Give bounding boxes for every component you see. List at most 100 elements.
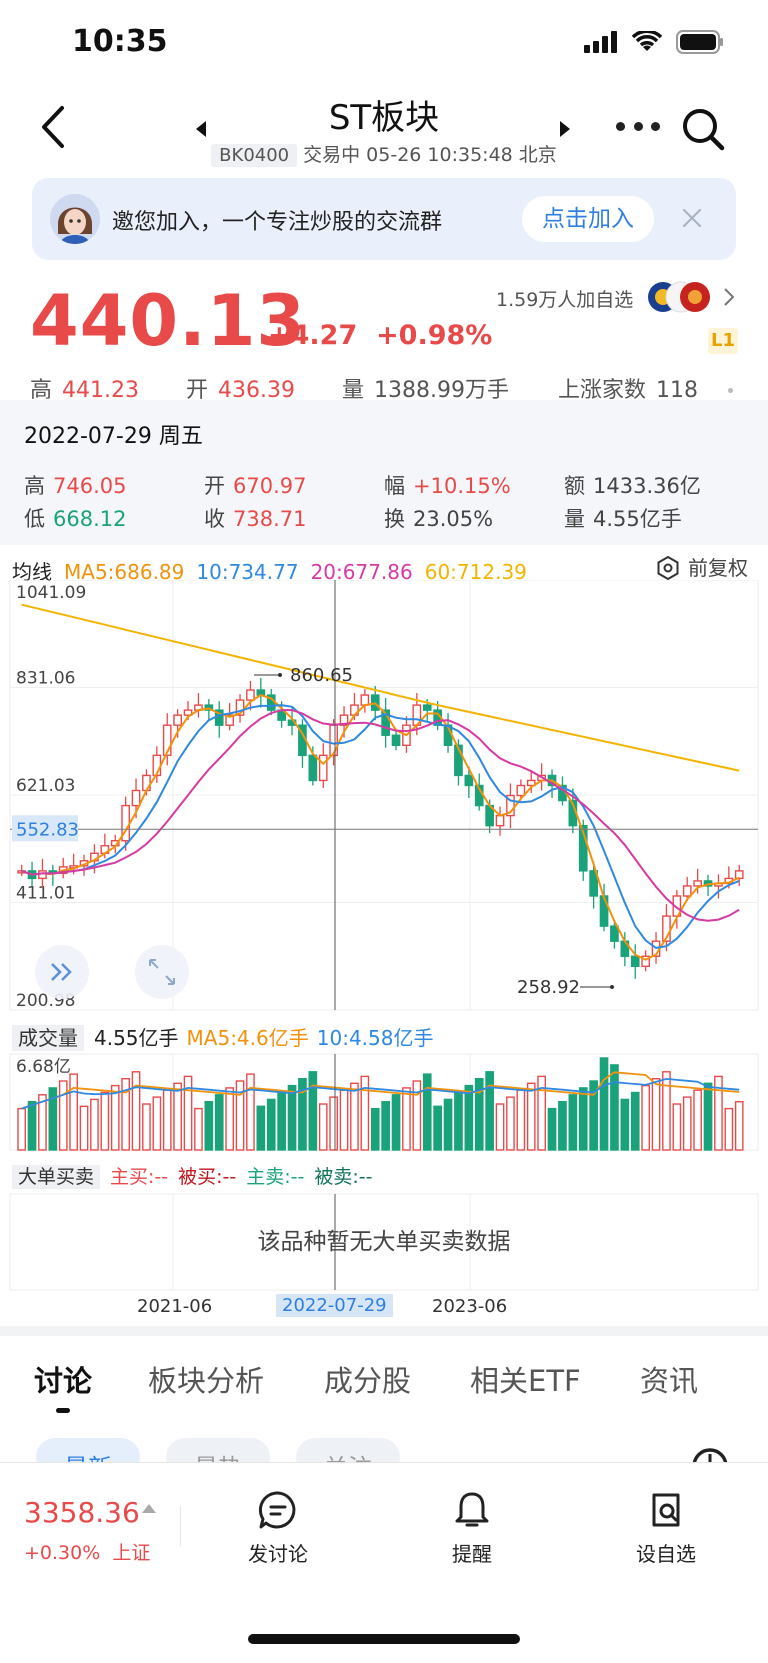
y-tick-label: 411.01 (16, 884, 75, 904)
volume-legend[interactable]: 成交量 4.55亿手 MA5:4.6亿手 10:4.58亿手 (12, 1022, 433, 1051)
volume-bar (48, 1087, 58, 1151)
tab-constituents[interactable]: 成分股 (324, 1364, 412, 1398)
candle-body (142, 774, 151, 792)
volume-bar (360, 1075, 370, 1151)
next-sector-icon[interactable] (560, 121, 570, 137)
add-watchlist-button[interactable]: 设自选 (616, 1490, 716, 1567)
adjust-toggle[interactable]: 前复权 (656, 552, 748, 581)
close-icon[interactable] (680, 206, 704, 230)
index-value[interactable]: 3358.36 (24, 1496, 140, 1529)
min-price-label: 258.92 (517, 977, 580, 998)
big-order-legend[interactable]: 大单买卖 主买:-- 被买:-- 主卖:-- 被卖:-- (12, 1162, 373, 1189)
stat-risers: 上涨家数 118 (558, 378, 699, 403)
sector-status: BK0400 交易中 05-26 10:35:48 北京 (0, 140, 768, 167)
candle-body (682, 885, 692, 897)
volume-bar (641, 1084, 650, 1151)
discuss-button[interactable]: 发讨论 (228, 1490, 328, 1567)
candle-body (599, 895, 609, 927)
tab-news[interactable]: 资讯 (640, 1364, 699, 1398)
bell-icon (455, 1492, 489, 1527)
y-tick-label: 831.06 (16, 669, 75, 689)
prev-sector-icon[interactable] (196, 121, 206, 137)
chevron-right-icon[interactable] (722, 286, 736, 308)
candle-body (454, 744, 463, 777)
volume-bar (298, 1078, 307, 1151)
candle-body (526, 779, 536, 787)
tab-discussion[interactable]: 讨论 (34, 1364, 93, 1398)
volume-bar (329, 1096, 338, 1151)
volume-bar (318, 1103, 328, 1151)
volume-bar (693, 1089, 702, 1151)
tab-sector-analysis[interactable]: 板块分析 (148, 1364, 265, 1398)
volume-bar (266, 1098, 276, 1151)
volume-bar (131, 1071, 141, 1151)
alert-button[interactable]: 提醒 (422, 1490, 522, 1567)
candle-body (381, 709, 390, 736)
kline-chart[interactable]: 1041.09831.06621.03411.01200.98552.83860… (0, 580, 768, 1320)
candle-body (391, 734, 401, 746)
follower-avatars[interactable] (646, 280, 712, 314)
search-icon[interactable] (680, 106, 726, 152)
join-button[interactable]: 点击加入 (522, 196, 654, 242)
volume-bar (734, 1101, 744, 1151)
candle-body (464, 774, 474, 787)
alert-label: 提醒 (452, 1542, 492, 1566)
volume-bar (58, 1080, 68, 1151)
detail-close: 收 738.71 (204, 507, 307, 531)
page-title: ST板块 (328, 98, 440, 138)
battery-icon (676, 30, 723, 54)
volume-bar (162, 1089, 172, 1151)
ma20-line (21, 709, 740, 922)
volume-bar (225, 1087, 234, 1151)
volume-bar (235, 1080, 245, 1151)
level-badge[interactable]: L1 (708, 328, 738, 354)
volume-bar (381, 1101, 390, 1151)
index-change[interactable]: +0.30% 上证 (24, 1542, 151, 1564)
add-watchlist-icon (652, 1493, 680, 1527)
y-tick-label: 1041.09 (16, 583, 86, 603)
big-order-frame (9, 1193, 759, 1291)
candle-body (235, 699, 245, 716)
tab-underline (56, 1408, 70, 1413)
candle-body (495, 814, 505, 827)
volume-bar (27, 1101, 37, 1151)
volume-bar (287, 1084, 297, 1151)
volume-bar (79, 1105, 89, 1151)
volume-bar (350, 1082, 359, 1151)
back-icon[interactable] (34, 102, 74, 152)
x-label-end: 2023-06 (432, 1296, 508, 1317)
volume-bar (651, 1078, 661, 1151)
crosshair-value: 552.83 (16, 819, 79, 840)
volume-bar (152, 1096, 162, 1151)
volume-bar (256, 1105, 266, 1151)
max-price-label: 860.65 (290, 665, 353, 686)
detail-volume: 量 4.55亿手 (564, 507, 682, 531)
candle-body (183, 709, 193, 716)
detail-low: 低 668.12 (24, 507, 127, 531)
volume-bar (682, 1096, 692, 1151)
volume-bar (69, 1073, 78, 1151)
volume-bar (412, 1080, 422, 1151)
volume-bar (599, 1057, 609, 1151)
volume-bar (578, 1087, 588, 1151)
x-label-start: 2021-06 (137, 1296, 213, 1317)
volume-bar (422, 1073, 432, 1151)
detail-open: 开 670.97 (204, 474, 307, 498)
more-icon[interactable] (616, 118, 660, 134)
volume-bar (308, 1071, 318, 1151)
volume-axis-max: 6.68亿 (16, 1057, 71, 1077)
bottom-divider (180, 1506, 181, 1546)
candle-body (641, 955, 650, 968)
volume-bar (516, 1089, 526, 1151)
tab-related-etf[interactable]: 相关ETF (470, 1364, 581, 1398)
volume-bar (662, 1071, 671, 1151)
followers-count[interactable]: 1.59万人加自选 (496, 289, 634, 311)
volume-bar (714, 1075, 723, 1151)
trading-status: 交易中 05-26 10:35:48 北京 (303, 144, 557, 166)
volume-bar (443, 1098, 453, 1151)
volume-bar (17, 1107, 26, 1151)
stat-volume: 量 1388.99万手 (342, 378, 509, 403)
volume-bar (121, 1078, 130, 1151)
volume-bar (495, 1103, 505, 1151)
volume-bar (630, 1091, 640, 1151)
